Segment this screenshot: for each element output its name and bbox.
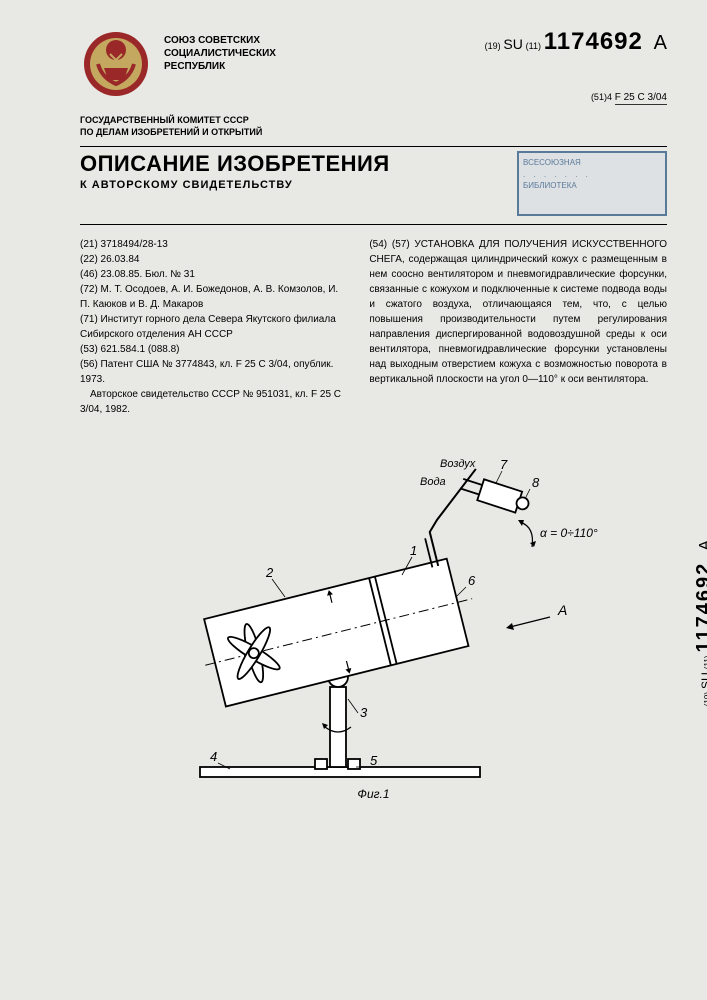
biblio-ref2: Авторское свидетельство СССР № 951031, к…: [80, 387, 349, 417]
biblio-53: (53) 621.584.1 (088.8): [80, 342, 349, 357]
right-column: (54) (57) УСТАНОВКА ДЛЯ ПОЛУЧЕНИЯ ИСКУСС…: [369, 237, 667, 417]
patent-number: 1174692: [544, 28, 643, 55]
side-document-code: (19) SU (11) 1174692 A: [693, 540, 707, 706]
biblio-21: (21) 3718494/28-13: [80, 237, 349, 252]
document-codes: (19) SU (11) 1174692 A (51)4 F 25 C 3/04: [485, 28, 667, 105]
view-a-label: А: [557, 602, 567, 618]
figure-svg: Воздух Вода α = 0÷110° А 1 2 3 4 5 6 7 8: [80, 427, 640, 807]
code-mid: (11): [526, 41, 541, 51]
committee-name: ГОСУДАРСТВЕННЫЙ КОМИТЕТ СССР ПО ДЕЛАМ ИЗ…: [80, 115, 667, 138]
stamp-line1: ВСЕСОЮЗНАЯ: [523, 157, 661, 168]
biblio-46: (46) 23.08.85. Бюл. № 31: [80, 267, 349, 282]
country-code: SU: [503, 36, 522, 52]
biblio-56: (56) Патент США № 3774843, кл. F 25 C 3/…: [80, 357, 349, 387]
class-prefix: (51)4: [591, 92, 612, 102]
water-label: Вода: [420, 476, 446, 488]
side-mid: (11): [703, 656, 707, 670]
side-number: 1174692: [693, 562, 707, 653]
figure-1: Воздух Вода α = 0÷110° А 1 2 3 4 5 6 7 8: [80, 427, 667, 807]
biblio-22: (22) 26.03.84: [80, 252, 349, 267]
divider-line-2: [80, 224, 667, 225]
patent-page: СОЮЗ СОВЕТСКИХ СОЦИАЛИСТИЧЕСКИХ РЕСПУБЛИ…: [0, 0, 707, 1000]
abstract-text: содержащая цилиндрический кожух с размещ…: [369, 254, 667, 385]
divider-line: [80, 146, 667, 147]
header-text-block: СОЮЗ СОВЕТСКИХ СОЦИАЛИСТИЧЕСКИХ РЕСПУБЛИ…: [164, 28, 473, 73]
title-block: ОПИСАНИЕ ИЗОБРЕТЕНИЯ К АВТОРСКОМУ СВИДЕТ…: [80, 151, 390, 199]
side-country: SU: [699, 672, 707, 689]
ussr-emblem-icon: [80, 28, 152, 100]
document-subtitle: К АВТОРСКОМУ СВИДЕТЕЛЬСТВУ: [80, 179, 390, 191]
content-columns: (21) 3718494/28-13 (22) 26.03.84 (46) 23…: [80, 237, 667, 417]
stamp-dots: . . . . . . .: [523, 169, 661, 180]
left-column: (21) 3718494/28-13 (22) 26.03.84 (46) 23…: [80, 237, 349, 417]
callout-3: 3: [360, 705, 368, 720]
callout-4: 4: [210, 749, 217, 764]
callout-5: 5: [370, 753, 378, 768]
biblio-72: (72) М. Т. Осодоев, А. И. Божедонов, А. …: [80, 282, 349, 312]
callout-8: 8: [532, 475, 540, 490]
header-row: СОЮЗ СОВЕТСКИХ СОЦИАЛИСТИЧЕСКИХ РЕСПУБЛИ…: [80, 28, 667, 105]
biblio-71: (71) Институт горного дела Севера Якутск…: [80, 312, 349, 342]
side-letter: A: [697, 540, 707, 551]
callout-1: 1: [410, 543, 417, 558]
figure-caption: Фиг.1: [357, 787, 389, 801]
title-row: ОПИСАНИЕ ИЗОБРЕТЕНИЯ К АВТОРСКОМУ СВИДЕТ…: [80, 151, 667, 216]
document-title: ОПИСАНИЕ ИЗОБРЕТЕНИЯ: [80, 151, 390, 177]
angle-label: α = 0÷110°: [540, 526, 598, 540]
ipc-classification: F 25 C 3/04: [615, 92, 667, 105]
callout-7: 7: [500, 457, 508, 472]
library-stamp: ВСЕСОЮЗНАЯ . . . . . . . БИБЛИОТЕКА: [517, 151, 667, 216]
union-name: СОЮЗ СОВЕТСКИХ СОЦИАЛИСТИЧЕСКИХ РЕСПУБЛИ…: [164, 34, 473, 73]
callout-2: 2: [265, 565, 274, 580]
patent-letter: A: [654, 32, 667, 54]
stamp-line3: БИБЛИОТЕКА: [523, 180, 661, 191]
side-prefix: (19): [703, 692, 707, 706]
air-label: Воздух: [440, 458, 476, 470]
code-prefix: (19): [485, 41, 501, 51]
callout-6: 6: [468, 573, 476, 588]
